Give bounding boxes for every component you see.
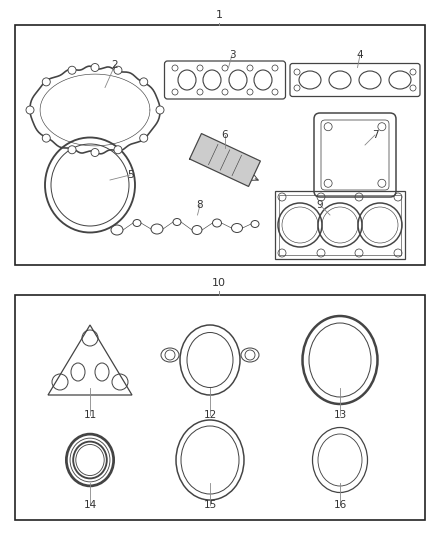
Text: 11: 11 xyxy=(83,410,97,420)
Circle shape xyxy=(68,66,76,74)
Text: 1: 1 xyxy=(215,10,223,20)
Text: 13: 13 xyxy=(333,410,346,420)
Text: 7: 7 xyxy=(372,130,378,140)
Circle shape xyxy=(26,106,34,114)
Circle shape xyxy=(91,63,99,71)
Text: 3: 3 xyxy=(229,50,235,60)
Circle shape xyxy=(42,134,50,142)
Text: 16: 16 xyxy=(333,500,346,510)
Text: 5: 5 xyxy=(127,170,133,180)
Circle shape xyxy=(114,146,122,154)
Circle shape xyxy=(156,106,164,114)
Text: 4: 4 xyxy=(357,50,363,60)
Bar xyxy=(15,25,425,265)
Text: 10: 10 xyxy=(212,278,226,288)
Circle shape xyxy=(140,134,148,142)
Text: 9: 9 xyxy=(317,200,323,210)
Text: 14: 14 xyxy=(83,500,97,510)
Circle shape xyxy=(140,78,148,86)
Bar xyxy=(275,191,405,259)
Circle shape xyxy=(91,149,99,157)
Circle shape xyxy=(42,78,50,86)
Polygon shape xyxy=(190,134,260,187)
Circle shape xyxy=(114,66,122,74)
Text: 6: 6 xyxy=(222,130,228,140)
Bar xyxy=(279,195,401,255)
Bar xyxy=(15,295,425,520)
Text: 8: 8 xyxy=(197,200,203,210)
Text: 15: 15 xyxy=(203,500,217,510)
Text: 2: 2 xyxy=(112,60,118,70)
Text: 12: 12 xyxy=(203,410,217,420)
Circle shape xyxy=(68,146,76,154)
